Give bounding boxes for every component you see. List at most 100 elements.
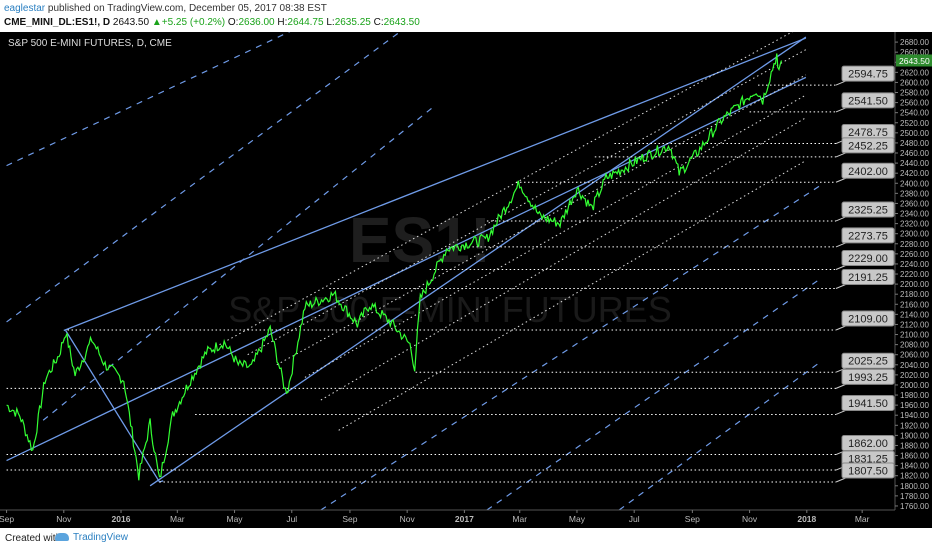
low-label: L: [326, 17, 335, 28]
symbol-label[interactable]: CME_MINI_DL:ES1!, D [4, 17, 111, 28]
price-tick-label-2: 1800.00 [900, 482, 929, 491]
price-tick-label-32: 2400.00 [900, 179, 929, 188]
last-price-label: 2643.50 [899, 56, 930, 66]
level-label-box-0 [841, 65, 895, 82]
level-label-box-9 [841, 310, 895, 327]
time-tick-label-7: Nov [400, 514, 416, 524]
watermark-symbol: ES1! [349, 204, 491, 276]
time-tick-label-10: May [569, 514, 586, 524]
price-tick-label-22: 2200.00 [900, 280, 929, 289]
dashed-channel-line-4 [486, 278, 821, 510]
level-label-box-3 [841, 137, 895, 154]
published-text: published on TradingView.com, December 0… [47, 3, 327, 14]
footer: Created with TradingView [0, 528, 932, 550]
price-tick-label-1: 1780.00 [900, 492, 929, 501]
price-tick-label-14: 2040.00 [900, 361, 929, 370]
price-tick-label-19: 2140.00 [900, 310, 929, 319]
price-tick-label-18: 2120.00 [900, 320, 929, 329]
time-tick-label-13: Nov [742, 514, 758, 524]
price-tick-label-11: 1980.00 [900, 391, 929, 400]
close-label: C: [373, 17, 384, 28]
tradingview-logo[interactable]: TradingView [55, 532, 128, 543]
price-tick-label-9: 1940.00 [900, 411, 929, 420]
time-tick-label-0: Sep [0, 514, 14, 524]
time-tick-label-3: Mar [170, 514, 185, 524]
price-tick-label-23: 2220.00 [900, 270, 929, 279]
price-tick-label-3: 1820.00 [900, 472, 929, 481]
price-tick-label-15: 2060.00 [900, 351, 929, 360]
price-axis-bg [895, 32, 932, 510]
price-tick-label-16: 2080.00 [900, 341, 929, 350]
publish-info: eaglestar published on TradingView.com, … [4, 3, 327, 19]
level-label-box-10 [841, 352, 895, 369]
level-label-13: 1862.00 [848, 438, 888, 450]
dotted-fork-line-0 [219, 32, 794, 346]
open-value: 2636.00 [238, 17, 275, 28]
high-label: H: [277, 17, 288, 28]
price-tick-label-26: 2280.00 [900, 240, 929, 249]
chart-title: S&P 500 E-MINI FUTURES, D, CME [8, 38, 172, 49]
level-label-12: 1941.50 [848, 398, 888, 410]
chart-background [0, 32, 932, 528]
level-label-box-7 [841, 249, 895, 266]
last-price-marker [896, 54, 932, 67]
brand-name: TradingView [73, 532, 129, 543]
author-link[interactable]: eaglestar [4, 3, 46, 14]
price-tick-label-24: 2240.00 [900, 260, 929, 269]
price-tick-label-21: 2180.00 [900, 290, 929, 299]
level-label-box-8 [841, 269, 895, 286]
level-label-box-12 [841, 394, 895, 411]
time-tick-label-8: 2017 [455, 514, 474, 524]
price-tick-label-6: 1880.00 [900, 441, 929, 450]
price-tick-label-0: 1760.00 [900, 502, 929, 511]
level-label-box-1 [841, 92, 895, 109]
price-tick-label-35: 2460.00 [900, 149, 929, 158]
price-tick-label-10: 1960.00 [900, 401, 929, 410]
price-tick-label-38: 2520.00 [900, 119, 929, 128]
time-tick-label-14: 2018 [797, 514, 816, 524]
price-tick-label-5: 1860.00 [900, 452, 929, 461]
level-label-6: 2273.75 [848, 230, 888, 242]
price-tick-label-43: 2620.00 [900, 68, 929, 77]
level-label-box-11 [841, 368, 895, 385]
level-label-box-5 [841, 201, 895, 218]
dotted-fork-line-2 [276, 74, 807, 366]
time-axis[interactable]: Sep Nov 2016 Mar May Jul Sep Nov 2017 Mar May Jul Se… [0, 509, 932, 528]
price-tick-label-4: 1840.00 [900, 462, 929, 471]
price-line [6, 53, 783, 481]
time-axis-bg [0, 510, 932, 528]
channel-line-2 [6, 76, 807, 462]
level-label-8: 2191.25 [848, 272, 888, 284]
level-label-7: 2229.00 [848, 253, 888, 265]
dashed-channel-line-3 [618, 361, 821, 510]
level-label-2: 2478.75 [848, 127, 888, 139]
level-label-0: 2594.75 [848, 69, 888, 81]
time-tick-label-1: Nov [56, 514, 72, 524]
level-label-1: 2541.50 [848, 95, 888, 107]
price-axis[interactable]: 1760.001780.001800.001820.001840.001860.… [894, 32, 932, 511]
price-series [6, 53, 783, 481]
time-tick-label-12: Sep [685, 514, 700, 524]
price-tick-label-29: 2340.00 [900, 210, 929, 219]
high-value: 2644.75 [287, 17, 324, 28]
channel-line-1 [149, 36, 807, 487]
dashed-channel-line-1 [6, 32, 401, 323]
level-label-box-15 [841, 462, 895, 479]
level-label-5: 2325.25 [848, 204, 888, 216]
time-tick-label-11: Jul [629, 514, 640, 524]
price-tick-label-40: 2560.00 [900, 99, 929, 108]
price-tick-label-25: 2260.00 [900, 250, 929, 259]
price-tick-label-31: 2380.00 [900, 189, 929, 198]
price-tick-label-34: 2440.00 [900, 159, 929, 168]
time-tick-label-4: May [227, 514, 244, 524]
last-price: 2643.50 [112, 17, 150, 28]
open-label: O: [227, 17, 239, 28]
level-label-4: 2402.00 [848, 166, 888, 178]
price-tick-label-37: 2500.00 [900, 129, 929, 138]
price-change: +5.25 (+0.2%) [161, 17, 226, 28]
level-label-15: 1807.50 [848, 466, 888, 478]
level-label-box-13 [841, 435, 895, 452]
price-chart[interactable]: ES1! S&P 500 E-MINI FUTURES 2594.752541.… [0, 32, 932, 528]
time-tick-label-15: Mar [855, 514, 870, 524]
